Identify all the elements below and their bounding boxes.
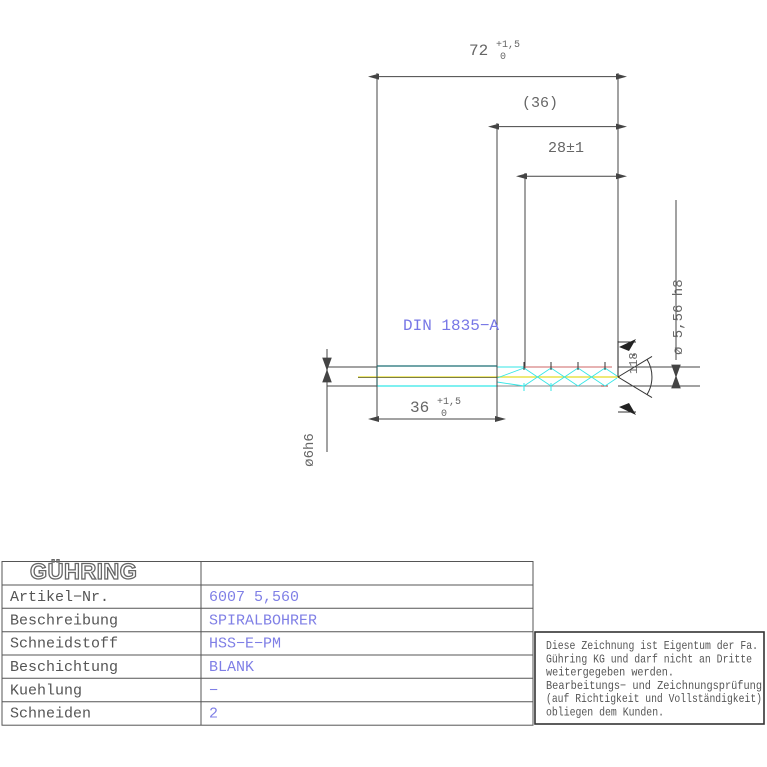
svg-text:2: 2 <box>209 706 218 723</box>
svg-text:Beschreibung: Beschreibung <box>10 612 118 629</box>
svg-text:SPIRALBOHRER: SPIRALBOHRER <box>209 612 317 629</box>
svg-text:Beschichtung: Beschichtung <box>10 659 118 676</box>
svg-text:Schneiden: Schneiden <box>10 706 91 723</box>
svg-text:Kuehlung: Kuehlung <box>10 682 82 699</box>
svg-text:(auf Richtigkeit und Vollständ: (auf Richtigkeit und Vollständigkeit) <box>546 692 762 706</box>
svg-text:GÜHRING: GÜHRING <box>30 559 137 584</box>
svg-text:Diese Zeichnung ist Eigentum d: Diese Zeichnung ist Eigentum der Fa. <box>546 639 758 653</box>
svg-text:Schneidstoff: Schneidstoff <box>10 636 118 653</box>
svg-text:Bearbeitungs− und Zeichnungspr: Bearbeitungs− und Zeichnungsprüfung <box>546 679 762 693</box>
svg-text:Gühring KG und darf nicht an D: Gühring KG und darf nicht an Dritte <box>546 652 752 666</box>
svg-text:BLANK: BLANK <box>209 659 254 676</box>
svg-text:−: − <box>209 682 218 699</box>
svg-text:weitergegeben werden.: weitergegeben werden. <box>546 666 674 680</box>
svg-text:obliegen dem Kunden.: obliegen dem Kunden. <box>546 706 664 720</box>
svg-text:HSS−E−PM: HSS−E−PM <box>209 636 281 653</box>
svg-text:6007 5,560: 6007 5,560 <box>209 589 299 606</box>
svg-text:Artikel−Nr.: Artikel−Nr. <box>10 589 109 606</box>
